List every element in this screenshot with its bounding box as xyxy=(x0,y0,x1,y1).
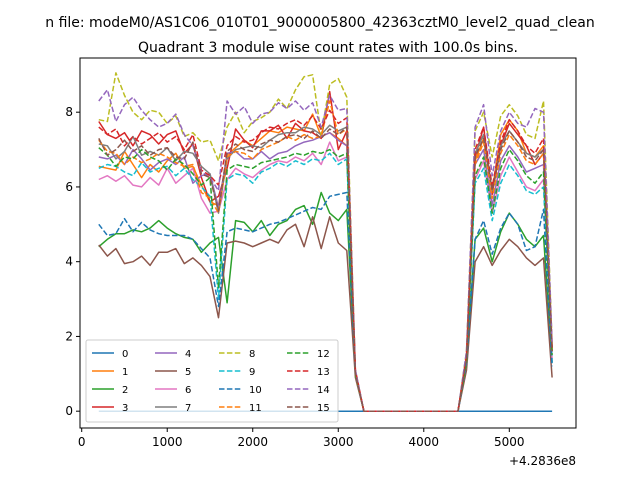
x-tick-label: 1000 xyxy=(152,435,183,449)
figure-suptitle: n file: modeM0/AS1C06_010T01_9000005800_… xyxy=(45,15,594,31)
legend-label-9: 9 xyxy=(249,367,255,378)
series-line-15 xyxy=(98,126,553,412)
plot-area xyxy=(98,72,553,412)
series-line-6 xyxy=(98,141,553,412)
legend-label-1: 1 xyxy=(122,367,128,378)
axes-frame xyxy=(79,57,577,429)
series-line-8 xyxy=(98,72,553,412)
x-tick-label: 5000 xyxy=(494,435,525,449)
legend-label-0: 0 xyxy=(122,349,128,360)
series-line-12 xyxy=(98,147,553,412)
legend-label-5: 5 xyxy=(185,367,191,378)
legend-label-12: 12 xyxy=(317,349,330,360)
x-tick-label: 3000 xyxy=(323,435,354,449)
legend-label-8: 8 xyxy=(249,349,255,360)
series-line-3 xyxy=(98,90,553,412)
legend-label-2: 2 xyxy=(122,385,128,396)
legend-label-13: 13 xyxy=(317,367,330,378)
legend-label-7: 7 xyxy=(185,403,191,414)
x-tick-label: 4000 xyxy=(409,435,440,449)
x-offset-label: +4.2836e8 xyxy=(509,454,576,468)
legend-label-15: 15 xyxy=(317,403,330,414)
series-line-5 xyxy=(98,216,553,412)
x-tick-label: 2000 xyxy=(237,435,268,449)
y-tick-label: 2 xyxy=(65,329,73,343)
y-tick-label: 4 xyxy=(65,255,73,269)
series-line-13 xyxy=(98,109,553,412)
axes: 0 1000 2000 3000 4000 5000 0 2 4 6 8 xyxy=(65,105,524,449)
series-line-10 xyxy=(98,191,553,412)
legend-box xyxy=(85,339,339,423)
y-tick-label: 8 xyxy=(65,105,73,119)
x-tick-label: 0 xyxy=(78,435,86,449)
legend-label-6: 6 xyxy=(185,385,191,396)
series-line-9 xyxy=(98,152,553,412)
y-tick-label: 0 xyxy=(65,404,73,418)
legend-label-10: 10 xyxy=(249,385,262,396)
legend-label-11: 11 xyxy=(249,403,262,414)
series-line-7 xyxy=(98,124,553,412)
legend-label-3: 3 xyxy=(122,403,128,414)
y-tick-label: 6 xyxy=(65,180,73,194)
legend-label-4: 4 xyxy=(185,349,191,360)
chart-title: Quadrant 3 module wise count rates with … xyxy=(138,40,518,56)
series-line-14 xyxy=(98,89,553,412)
legend-label-14: 14 xyxy=(317,385,330,396)
